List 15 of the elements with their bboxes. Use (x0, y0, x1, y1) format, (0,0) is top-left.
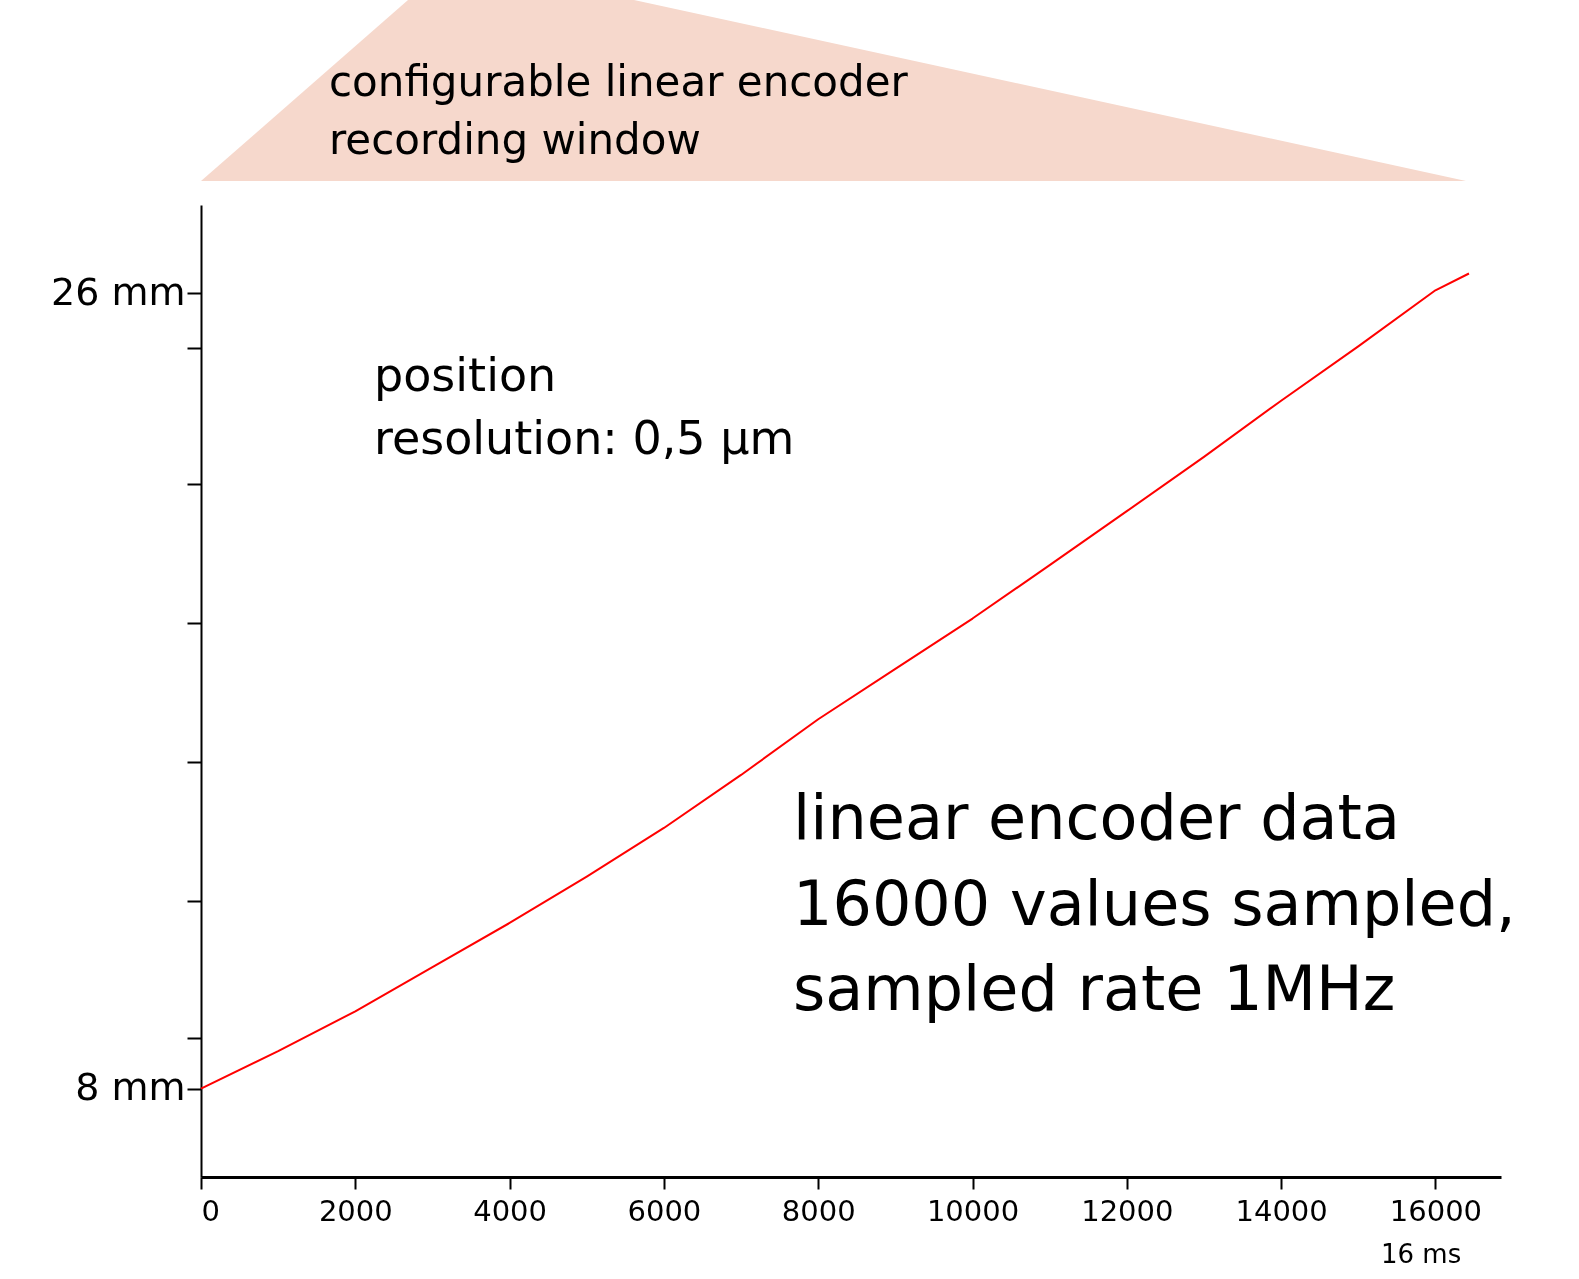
x-tick-label: 16000 (1389, 1193, 1483, 1228)
annotation: linear encoder data 16000 values sampled, sampled rate 1MHz (793, 781, 1516, 1026)
annotation: position resolution: 0,5 µm (374, 348, 795, 466)
x-tick-label: 4000 (473, 1193, 548, 1228)
x-tick-label: 12000 (1081, 1193, 1174, 1228)
x-tick-label: 8000 (781, 1193, 856, 1228)
x-tick-label: 2000 (318, 1193, 393, 1228)
x-tick-label: 10000 (926, 1193, 1020, 1228)
x-tick-label: 6000 (627, 1193, 702, 1228)
y-tick-label: 8 mm (75, 1065, 186, 1110)
x-tick-label: 14000 (1235, 1193, 1328, 1228)
text: configurable linear encoder recording window (329, 57, 909, 164)
x-tick-label: 0 (201, 1193, 220, 1228)
y-tick-label: 26 mm (51, 269, 186, 314)
text: 16 ms (1381, 1239, 1462, 1269)
